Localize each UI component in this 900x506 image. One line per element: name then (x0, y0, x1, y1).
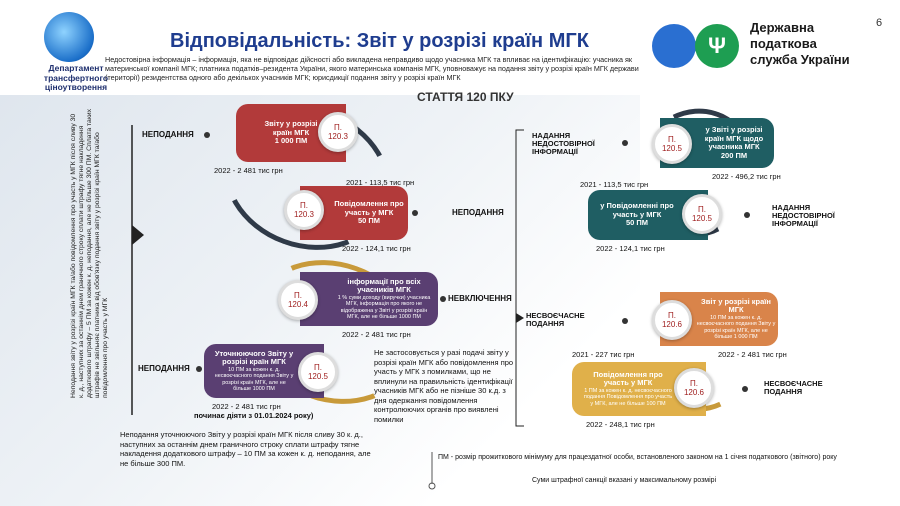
block-amount: 200 ПМ (720, 150, 748, 160)
definition-text: Недостовірна інформація – інформація, як… (105, 55, 639, 82)
block-title: інформації про всіх учасників МГК (347, 276, 421, 294)
block-text: 1 % суми доходу (виручки) учасника МГК, … (337, 294, 431, 321)
effective-date-note: починає діяти з 01.01.2024 року) (194, 411, 314, 420)
label-nepodannya: НЕПОДАННЯ (452, 208, 504, 217)
amount-2021: 2021 - 113,5 тис грн (346, 178, 415, 187)
page-title: Відповідальність: Звіт у розрізі країн М… (170, 30, 589, 52)
article-heading: СТАТТЯ 120 ПКУ (417, 90, 514, 104)
p-number: 120.5 (307, 372, 329, 381)
block-title: Повідомлення про участь у МГК (593, 369, 663, 388)
p-number: 120.3 (327, 132, 349, 141)
p-label: П. (668, 311, 676, 320)
report-block: Звіту у розрізі країн МГК 1 000 ПМ (236, 104, 346, 162)
p-number: 120.4 (287, 300, 309, 309)
bullet-dot (440, 296, 446, 302)
exception-note: Не застосовується у разі подачі звіту у … (374, 348, 514, 424)
p-label: П. (300, 201, 308, 210)
bullet-dot (412, 210, 418, 216)
amount-2022: 2022 - 124,1 тис грн (596, 244, 665, 253)
label-unreliable-info: НАДАННЯ НЕДОСТОВІРНОЇ ІНФОРМАЦІЇ (532, 131, 595, 156)
amount-2022: 2022 - 2 481 тис грн (214, 166, 283, 175)
p-label: П. (698, 205, 706, 214)
pm-definition: ПМ - розмір прожиткового мінімуму для пр… (438, 454, 837, 461)
department-name: Департамент трансфертного ціноутворення (43, 63, 109, 92)
inclusion-block: інформації про всіх учасників МГК 1 % су… (300, 272, 438, 326)
trident-icon: Ψ (695, 24, 739, 68)
article-circle: П. 120.6 (652, 300, 692, 340)
label-nevkluchennya: НЕВКЛЮЧЕННЯ (448, 294, 512, 303)
label-nepodannya: НЕПОДАННЯ (138, 364, 190, 373)
dps-name: Державна податкова служба України (750, 20, 870, 68)
clarifying-report-block: Уточнюючого Звіту у розрізі країн МГК 10… (204, 344, 324, 398)
bullet-dot (622, 140, 628, 146)
label-late-submission: НЕСВОЄЧАСНЕ ПОДАННЯ (764, 379, 823, 396)
block-title: у Повідомленні про участь у МГК (600, 201, 674, 219)
p-label: П. (690, 379, 698, 388)
block-title: Уточнюючого Звіту у розрізі країн МГК (214, 348, 294, 366)
amount-2022: 2022 - 124,1 тис грн (342, 244, 411, 253)
p-label: П. (334, 123, 342, 132)
page-number: 6 (876, 17, 883, 29)
amount-2022: 2022 - 248,1 тис грн (586, 420, 655, 429)
block-text: 10 ПМ за кожен к. д. несвоєчасного подан… (696, 314, 776, 341)
block-text: 10 ПМ за кожен к. д. несвоєчасного подан… (214, 366, 294, 393)
amount-2021: 2021 - 227 тис грн (572, 350, 635, 359)
amount-2022: 2022 - 496,2 тис грн (712, 172, 781, 181)
block-title: у Звіті у розрізі країн МГК щодо учасник… (704, 125, 764, 151)
bullet-dot (204, 132, 210, 138)
amount-2022: 2022 - 2 481 тис грн (718, 350, 787, 359)
additional-fine-note: Неподання уточнюючого Звіту у розрізі кр… (120, 430, 371, 468)
block-amount: 50 ПМ (357, 216, 381, 226)
block-amount: 50 ПМ (625, 218, 649, 228)
p-label: П. (314, 363, 322, 372)
p-number: 120.5 (691, 214, 713, 223)
label-late-submission: НЕСВОЄЧАСНЕ ПОДАННЯ (526, 311, 585, 328)
p-label: П. (668, 135, 676, 144)
vertical-note: Неподання звіту у розрізі країн МГК та/а… (70, 108, 109, 398)
amount-2022: 2022 - 2 481 тис грн (212, 402, 281, 411)
article-circle: П. 120.5 (652, 124, 692, 164)
dps-line-2: податкова (750, 36, 817, 51)
block-title: Звіту у розрізі країн МГК (264, 119, 318, 137)
bullet-dot (744, 212, 750, 218)
bullet-dot (622, 318, 628, 324)
article-circle: П. 120.4 (278, 280, 318, 320)
label-nepodannya: НЕПОДАННЯ (142, 130, 194, 139)
p-number: 120.6 (683, 388, 705, 397)
right-bracket-icon (515, 129, 524, 427)
p-number: 120.6 (661, 320, 683, 329)
block-title: Звіт у розрізі країн МГК (701, 296, 771, 314)
max-sum-note: Суми штрафної санкції вказані у максимал… (532, 477, 717, 484)
article-circle: П. 120.6 (674, 368, 714, 408)
dps-line-3: служба України (750, 52, 850, 67)
bullet-dot (196, 366, 202, 372)
p-number: 120.3 (293, 210, 315, 219)
amount-2021: 2021 - 113,5 тис грн (580, 180, 649, 189)
amount-2022: 2022 - 2 481 тис грн (342, 330, 411, 339)
department-logo-icon (44, 12, 94, 62)
block-amount: 1 000 ПМ (274, 136, 308, 146)
article-circle: П. 120.5 (298, 352, 338, 392)
article-circle: П. 120.5 (682, 194, 722, 234)
dps-logo-blue-icon (652, 24, 696, 68)
pin-icon (428, 452, 436, 490)
dps-line-1: Державна (750, 20, 815, 35)
vertical-bracket-icon (131, 125, 144, 415)
bullet-dot (742, 386, 748, 392)
article-circle: П. 120.3 (318, 112, 358, 152)
label-unreliable-info: НАДАННЯ НЕДОСТОВІРНОЇ ІНФОРМАЦІЇ (772, 203, 835, 228)
p-label: П. (294, 291, 302, 300)
article-circle: П. 120.3 (284, 190, 324, 230)
block-title: Повідомлення про участь у МГК (334, 199, 404, 217)
block-text: 1 ПМ за кожен к. д. несвоєчасного поданн… (583, 387, 673, 407)
p-number: 120.5 (661, 144, 683, 153)
